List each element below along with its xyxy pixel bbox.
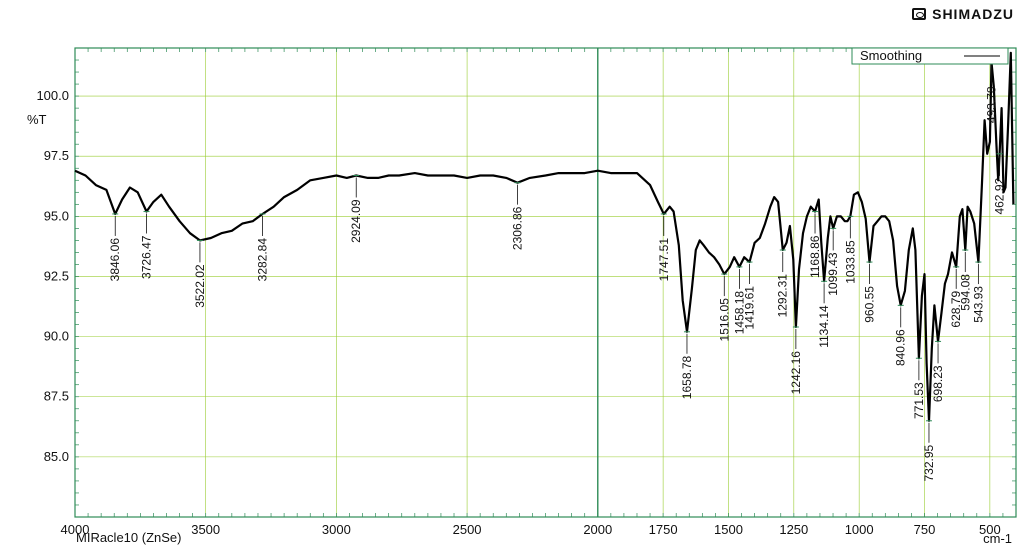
y-tick-label: 92.5 — [44, 268, 69, 283]
peak-label: 1747.51 — [657, 238, 671, 282]
peak-label: 594.08 — [958, 274, 972, 311]
peak-label: 462.92 — [993, 177, 1007, 214]
shimadzu-logo-icon — [912, 8, 927, 20]
y-tick-label: 95.0 — [44, 208, 69, 223]
legend-entry-label: Smoothing — [860, 48, 922, 63]
x-tick-label: 3000 — [322, 522, 351, 537]
spectrum-line — [74, 51, 1015, 422]
y-tick-label: 85.0 — [44, 449, 69, 464]
peak-label: 1033.85 — [843, 240, 857, 284]
peak-label: 698.23 — [931, 365, 945, 402]
y-tick-label: 87.5 — [44, 389, 69, 404]
y-tick-label: 100.0 — [36, 88, 69, 103]
x-tick-label: 500 — [979, 522, 1001, 537]
peak-label: 1419.61 — [742, 286, 756, 330]
peak-label: 628.79 — [949, 291, 963, 328]
peak-label: 2924.09 — [349, 199, 363, 243]
x-tick-label: 1250 — [779, 522, 808, 537]
peak-label: 3522.02 — [193, 264, 207, 308]
plot-frame — [74, 47, 1017, 518]
x-tick-label: 1500 — [714, 522, 743, 537]
y-axis-label: %T — [27, 112, 47, 127]
peak-label: 840.96 — [894, 329, 908, 366]
x-tick-label: 3500 — [191, 522, 220, 537]
peak-label: 1516.05 — [717, 298, 731, 342]
peak-label: 1134.14 — [817, 305, 831, 348]
peak-label: 1168.86 — [808, 235, 822, 278]
x-axis-label: cm-1 — [983, 531, 1012, 546]
brand-logo: SHIMADZU — [912, 6, 1014, 22]
peak-label: 1658.78 — [680, 355, 694, 399]
y-tick-label: 97.5 — [44, 148, 69, 163]
peak-label: 3846.06 — [108, 238, 122, 282]
brand-name: SHIMADZU — [932, 6, 1014, 22]
peak-label: 732.95 — [922, 444, 936, 481]
x-tick-label: 750 — [914, 522, 936, 537]
x-tick-label: 1000 — [845, 522, 874, 537]
peak-label: 543.93 — [971, 286, 985, 323]
peak-label: 1458.18 — [732, 291, 746, 335]
x-tick-label: 4000 — [61, 522, 90, 537]
peak-label: 2306.86 — [511, 206, 525, 250]
peak-label: 960.55 — [862, 286, 876, 323]
instrument-label: MIRacle10 (ZnSe) — [76, 530, 182, 545]
peak-label: 1099.43 — [826, 252, 840, 296]
peak-label: 1292.31 — [776, 274, 790, 318]
peak-label: 771.53 — [912, 382, 926, 419]
legend-box — [851, 47, 1009, 65]
peak-label: 3726.47 — [139, 235, 153, 279]
peak-label: 3282.84 — [255, 238, 269, 282]
y-tick-label: 90.0 — [44, 329, 69, 344]
x-tick-label: 2000 — [583, 522, 612, 537]
peak-label: 1242.16 — [789, 351, 803, 395]
peak-label: 493.78 — [984, 86, 998, 123]
x-tick-label: 1750 — [649, 522, 678, 537]
x-tick-label: 2500 — [453, 522, 482, 537]
